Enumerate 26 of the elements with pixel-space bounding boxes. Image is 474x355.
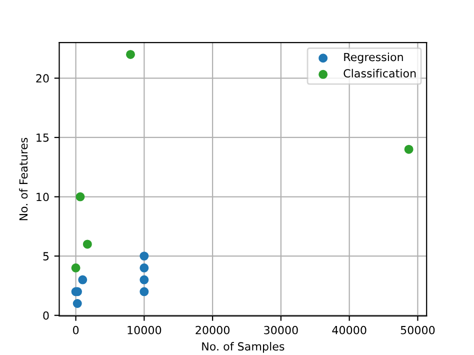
- legend-label: Classification: [344, 68, 416, 78]
- point: [404, 144, 414, 154]
- point: [78, 275, 88, 284]
- point: [72, 299, 82, 308]
- x-tick-label: 40000: [332, 326, 366, 334]
- point: [126, 50, 136, 59]
- point: [140, 275, 149, 284]
- point: [140, 287, 149, 296]
- y-tick-label: 5: [43, 252, 49, 260]
- y-tick-label: 0: [43, 311, 49, 320]
- x-tick-label: 20000: [196, 326, 230, 334]
- point: [140, 252, 149, 261]
- x-tick-label: 0: [72, 326, 79, 334]
- y-tick-label: 20: [36, 74, 49, 83]
- point: [71, 263, 80, 272]
- x-tick-label: 50000: [400, 326, 435, 334]
- point: [140, 263, 149, 272]
- y-tick-label: 10: [36, 192, 49, 202]
- x-axis-title: No. of Samples: [202, 342, 284, 353]
- x-tick-label: 30000: [264, 326, 298, 334]
- y-axis-title: No. of Features: [19, 138, 28, 220]
- point: [82, 240, 92, 249]
- x-tick-label: 10000: [128, 326, 162, 334]
- y-tick-label: 15: [36, 134, 49, 142]
- legend-label: Regression: [344, 52, 403, 64]
- point: [76, 192, 85, 202]
